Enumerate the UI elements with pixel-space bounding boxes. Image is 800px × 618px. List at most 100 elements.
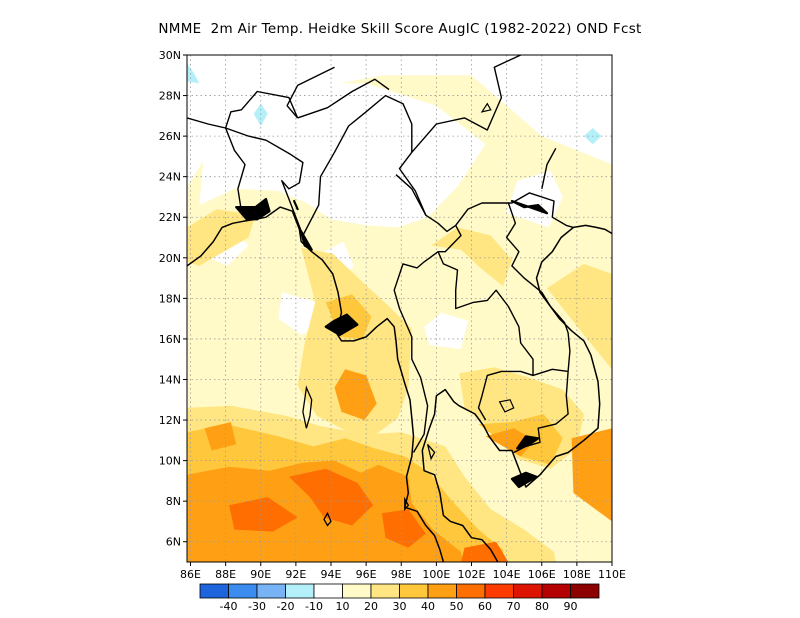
lon-tick-label: 88E	[215, 568, 236, 581]
colorbar-swatch	[513, 583, 543, 599]
lat-tick-label: 12N	[159, 414, 181, 427]
colorbar-label: 40	[421, 600, 435, 613]
skill-region	[431, 227, 512, 287]
colorbar-legend: -40 -30 -20 -10 10 20 30 40 50 60 70 80 90	[199, 583, 600, 613]
lat-tick-label: 14N	[159, 373, 181, 386]
latitude-tick-labels: 6N 8N 10N 12N 14N 16N 18N 20N 22N 24N 26N 28N 30N	[159, 49, 187, 549]
lat-tick-label: 26N	[159, 130, 181, 143]
colorbar-swatch	[399, 583, 429, 599]
colorbar-label: 30	[393, 600, 407, 613]
country-border	[395, 174, 427, 216]
lat-tick-label: 20N	[159, 252, 181, 265]
skill-region	[485, 428, 535, 457]
colorbar-swatch	[342, 583, 372, 599]
island-outline	[404, 496, 410, 512]
lat-tick-label: 22N	[159, 211, 181, 224]
skill-regions	[187, 63, 612, 562]
country-border	[286, 66, 335, 119]
colorbar-swatch	[256, 583, 286, 599]
skill-region	[297, 247, 412, 437]
gridlines	[187, 55, 612, 562]
lat-tick-label: 10N	[159, 455, 181, 468]
colorbar-label: -10	[305, 600, 323, 613]
colorbar-label: 90	[564, 600, 578, 613]
lake-outline	[480, 102, 492, 113]
plot-frame	[186, 54, 613, 563]
delta-coast	[300, 230, 313, 251]
colorbar-label: 70	[507, 600, 521, 613]
skill-region	[547, 263, 612, 370]
country-border	[187, 117, 226, 129]
lon-tick-label: 110E	[598, 568, 626, 581]
lon-tick-label: 96E	[356, 568, 377, 581]
colorbar-swatch	[427, 583, 457, 599]
longitude-tick-labels: 86E 88E 90E 92E 94E 96E 98E 100E 102E 104E 106E 108…	[180, 562, 626, 581]
skill-region	[424, 312, 468, 350]
skill-region	[461, 541, 509, 562]
lat-tick-label: 8N	[166, 495, 181, 508]
country-border	[505, 202, 571, 454]
skill-region	[204, 422, 237, 451]
skill-region	[506, 170, 563, 228]
colorbar-swatch	[456, 583, 486, 599]
lat-tick-label: 6N	[166, 536, 181, 549]
colorbar-label: 20	[364, 600, 378, 613]
colorbar-swatch	[285, 583, 315, 599]
country-border	[541, 147, 557, 189]
lon-tick-label: 98E	[391, 568, 412, 581]
country-border	[532, 368, 569, 377]
skill-region	[229, 497, 298, 532]
lon-tick-label: 86E	[180, 568, 201, 581]
lake-outline	[498, 399, 515, 413]
colorbar-swatch	[313, 583, 343, 599]
skill-region	[187, 63, 200, 84]
colorbar-swatch	[370, 583, 400, 599]
delta-coast	[293, 199, 299, 211]
lon-tick-label: 100E	[422, 568, 450, 581]
delta-coast	[510, 471, 538, 489]
colorbar-label: 60	[478, 600, 492, 613]
map-title: NMME 2m Air Temp. Heidke Skill Score Aug…	[158, 21, 642, 37]
country-border	[225, 127, 304, 236]
country-border	[297, 78, 390, 119]
lat-tick-label: 28N	[159, 90, 181, 103]
lon-tick-label: 108E	[563, 568, 591, 581]
island-outline	[302, 385, 313, 429]
colorbar-swatch	[228, 583, 258, 599]
skill-region	[571, 428, 612, 522]
island-outline	[323, 511, 332, 527]
lon-tick-label: 106E	[528, 568, 556, 581]
lon-tick-label: 90E	[250, 568, 271, 581]
coastline	[421, 224, 612, 562]
country-border	[224, 90, 299, 129]
delta-coast	[510, 199, 549, 215]
delta-coast	[516, 435, 540, 450]
colorbar-swatch	[541, 583, 571, 599]
colorbar-label: 80	[535, 600, 549, 613]
lat-tick-label: 24N	[159, 171, 181, 184]
country-border	[437, 251, 534, 421]
delta-coast	[324, 313, 359, 336]
lat-tick-label: 16N	[159, 333, 181, 346]
lon-tick-label: 102E	[458, 568, 486, 581]
delta-coast	[235, 197, 271, 221]
lon-tick-label: 92E	[285, 568, 306, 581]
skill-region	[199, 83, 486, 228]
plot-border	[186, 54, 613, 563]
lat-tick-label: 18N	[159, 292, 181, 305]
colorbar-swatch	[570, 583, 600, 599]
country-border	[302, 94, 462, 453]
lon-tick-label: 94E	[321, 568, 342, 581]
country-border	[455, 192, 574, 229]
colorbar-swatch	[484, 583, 514, 599]
colorbar-label: 10	[336, 600, 350, 613]
country-border	[224, 127, 246, 212]
colorbar-swatch	[199, 583, 229, 599]
lat-tick-label: 30N	[159, 49, 181, 62]
colorbar-label: 50	[450, 600, 464, 613]
lon-tick-label: 104E	[493, 568, 521, 581]
island-outline	[426, 443, 436, 461]
colorbar-label: -40	[220, 600, 238, 613]
colorbar-label: -20	[277, 600, 295, 613]
